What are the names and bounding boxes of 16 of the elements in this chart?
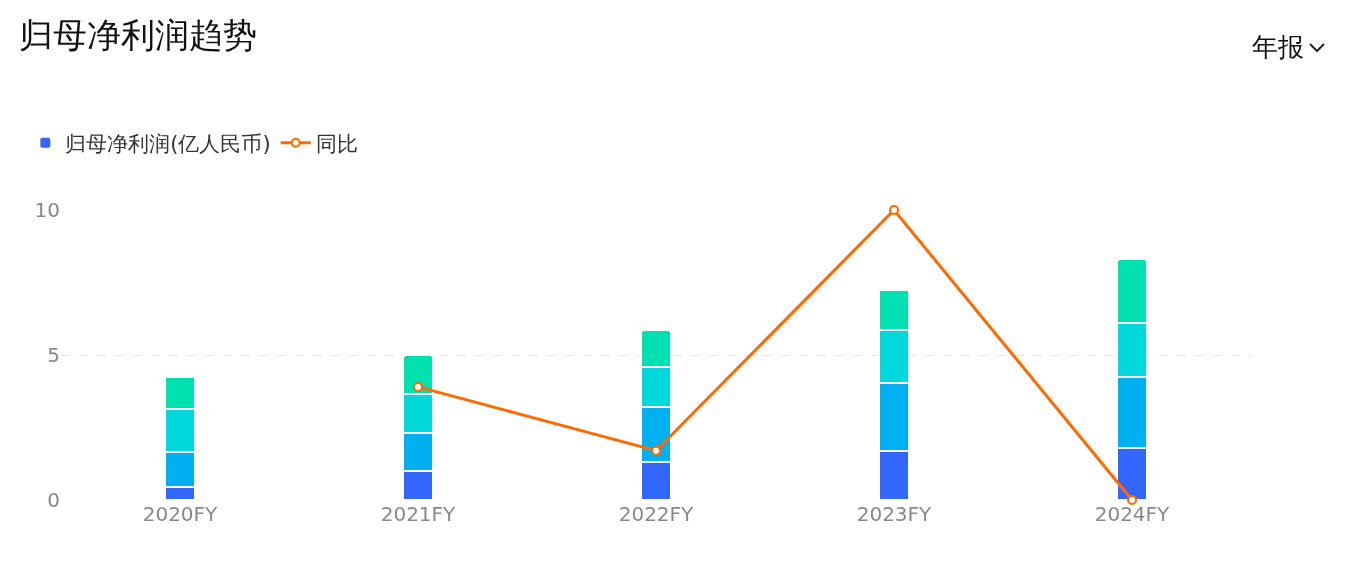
x-tick-label: 2024FY [1094, 502, 1171, 526]
point [1127, 495, 1137, 505]
legend-label: 归母净利润(亿人民币) [65, 131, 271, 156]
chart-title: 归母净利润趋势 [19, 14, 258, 55]
y-tick-label: 10 [34, 198, 60, 222]
x-tick-label: 2020FY [142, 502, 219, 526]
x-tick-label: 2021FY [380, 502, 457, 526]
point [413, 381, 423, 392]
point [889, 205, 899, 215]
x-tick-label: 2023FY [856, 502, 933, 526]
y-tick-label: 0 [47, 488, 60, 512]
y-tick-label: 5 [47, 343, 60, 367]
legend-label: 同比 [315, 131, 358, 156]
point [651, 445, 661, 456]
text: 年报 [1252, 31, 1304, 64]
x-tick-label: 2022FY [618, 502, 695, 526]
